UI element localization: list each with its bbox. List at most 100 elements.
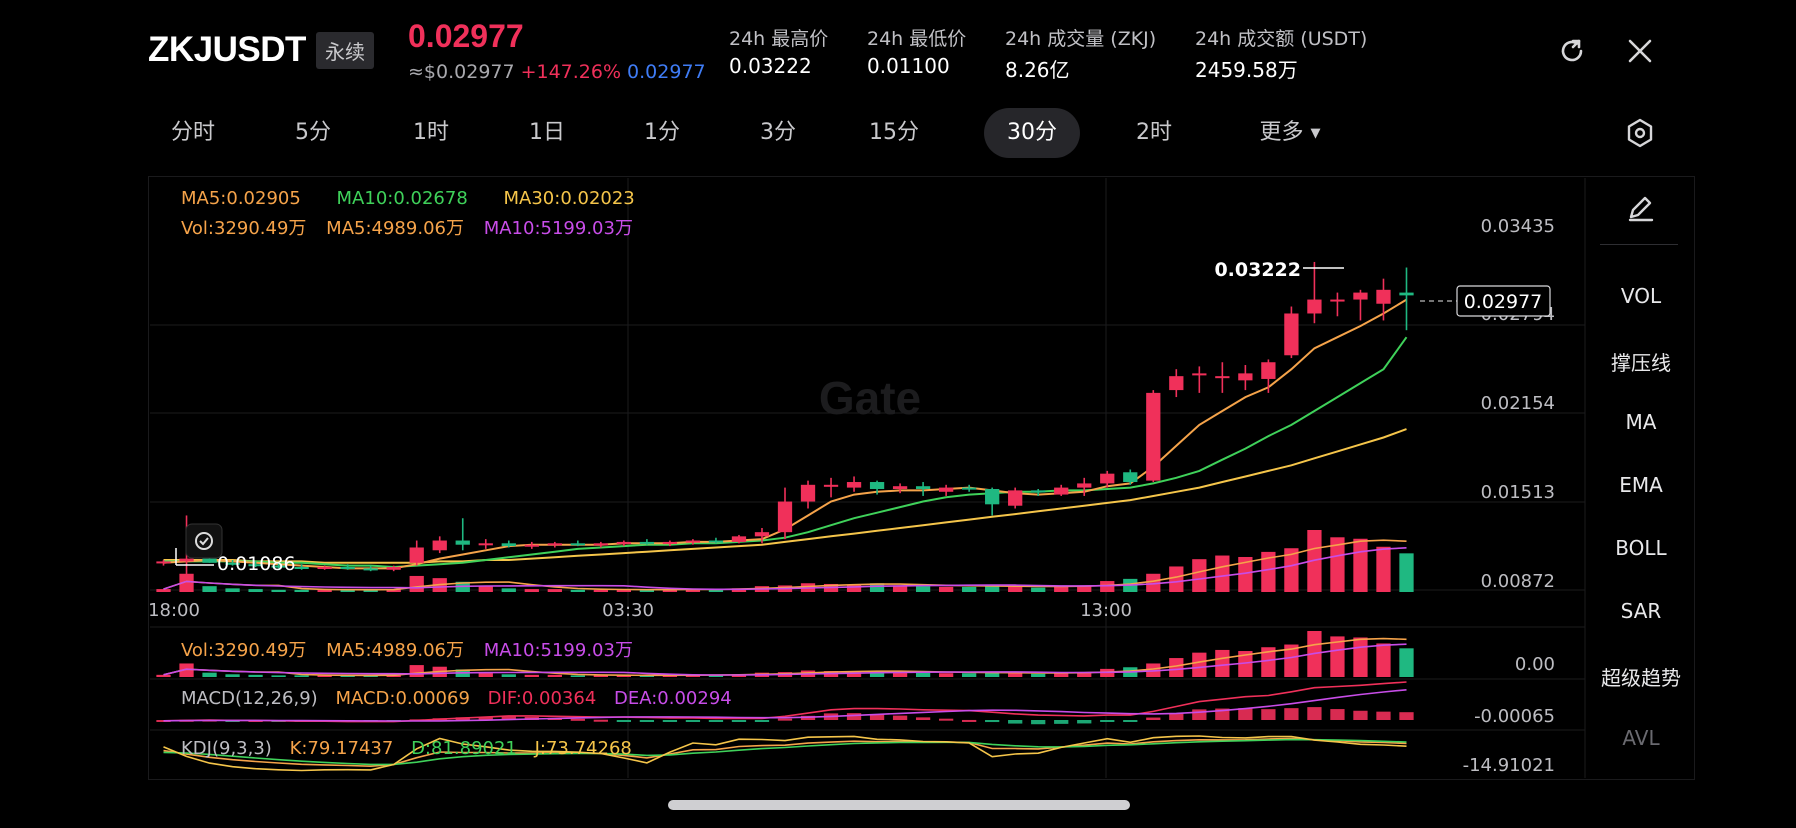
candle-body	[524, 544, 539, 547]
volume-bar-sub	[524, 674, 539, 677]
volume-bar-sub	[294, 675, 309, 677]
close-icon[interactable]	[1623, 34, 1657, 68]
tab-30m[interactable]: 30分	[984, 108, 1080, 158]
volume-bar	[1031, 587, 1046, 592]
vol-axis-label: 0.00	[1515, 654, 1555, 675]
macd-histogram-bar	[478, 716, 493, 720]
volume-bar	[938, 586, 954, 592]
stat-low-label: 24h 最低价	[867, 28, 967, 50]
candle-body	[340, 566, 355, 569]
tab-more-label: 更多	[1259, 120, 1304, 145]
volume-bar	[1376, 546, 1391, 592]
draw-tool-button[interactable]	[1595, 193, 1687, 228]
symbol-title[interactable]: ZKJUSDT	[148, 30, 306, 69]
volume-bar	[685, 589, 701, 592]
vol-ma5-line	[163, 539, 1407, 591]
volume-bar	[409, 575, 424, 592]
indicator-ema[interactable]: EMA	[1619, 473, 1663, 497]
macd-dea: DEA:0.00294	[614, 688, 732, 709]
stat-turnover-label: 24h 成交额 (USDT)	[1195, 28, 1368, 50]
candle-body	[777, 501, 793, 533]
macd-histogram-bar	[1307, 707, 1322, 720]
kdj-d: D:81.89021	[411, 738, 517, 759]
chart-toggle-icon[interactable]	[185, 523, 223, 559]
stat-high-label: 24h 最高价	[729, 28, 829, 50]
tab-15m[interactable]: 15分	[869, 120, 919, 145]
indicator-vol[interactable]: VOL	[1620, 284, 1662, 308]
tab-1d[interactable]: 1日	[529, 120, 565, 145]
vol-panel-legend: Vol:3290.49万 MA5:4989.06万 MA10:5199.03万	[181, 636, 633, 662]
volume-bar	[386, 589, 401, 592]
volume-bar	[1054, 586, 1069, 592]
usd-price: ≈$0.02977	[408, 61, 515, 83]
macd-histogram-bar	[1100, 720, 1115, 722]
candle-body	[1054, 487, 1069, 495]
volume-bar-sub	[202, 672, 217, 677]
candle-body	[156, 561, 171, 564]
volume-bar	[593, 589, 608, 592]
tab-1h[interactable]: 1时	[413, 120, 449, 145]
change-percent: +147.26%	[520, 61, 622, 83]
volume-bar	[1077, 585, 1092, 592]
vol-panel-vol: Vol:3290.49万	[181, 640, 307, 661]
volume-bar-sub	[271, 675, 286, 677]
indicator-sar[interactable]: SAR	[1620, 599, 1662, 623]
volume-bar-sub	[593, 675, 608, 677]
candle-body	[1008, 490, 1023, 506]
stat-volume-label: 24h 成交量 (ZKJ)	[1005, 28, 1157, 50]
volume-bar	[1353, 538, 1368, 592]
candle-body	[892, 486, 908, 489]
price-tick-5: 0.00872	[1481, 571, 1555, 592]
macd-histogram-bar	[1399, 712, 1414, 720]
indicator-avl[interactable]: AVL	[1622, 726, 1660, 750]
vol-legend-main: Vol:3290.49万 MA5:4989.06万 MA10:5199.03万	[181, 214, 633, 240]
macd-histogram-bar	[777, 718, 793, 721]
settings-hexagon-icon[interactable]	[1612, 108, 1668, 158]
tab-more[interactable]: 更多 ▼	[1240, 108, 1340, 158]
volume-bar-sub	[179, 663, 194, 677]
volume-bar-sub	[1353, 637, 1368, 677]
candle-body	[1399, 292, 1414, 296]
low-price-label: 0.01086	[217, 553, 296, 575]
vol-panel-ma10: MA10:5199.03万	[483, 640, 633, 661]
price-subline: ≈$0.02977 +147.26% 0.02977	[408, 61, 706, 83]
macd-histogram-bar	[685, 720, 701, 722]
candle-body	[731, 536, 747, 542]
macd-histogram-bar	[1330, 709, 1345, 720]
macd-histogram-bar	[1376, 711, 1391, 720]
indicator-supertrend[interactable]: 超级趋势	[1601, 666, 1681, 690]
volume-bar	[869, 583, 885, 592]
tab-2h[interactable]: 2时	[1136, 120, 1172, 145]
candle-body	[225, 562, 240, 565]
indicator-boll[interactable]: BOLL	[1615, 536, 1667, 560]
vol-sub-ma10-line	[163, 643, 1407, 676]
candle-body	[1330, 299, 1345, 302]
volume-bar	[892, 585, 908, 592]
tab-fenshi[interactable]: 分时	[170, 120, 215, 145]
volume-bar	[962, 586, 977, 592]
volume-bar-sub	[1192, 652, 1207, 677]
volume-bar	[524, 589, 539, 592]
volume-bar	[179, 573, 194, 592]
volume-bar-sub	[985, 671, 1000, 677]
candle-body	[616, 541, 632, 544]
tab-1m[interactable]: 1分	[644, 120, 680, 145]
tab-3m[interactable]: 3分	[760, 120, 796, 145]
high-price-label: 0.03222	[1214, 259, 1301, 281]
macd-histogram-bar	[1077, 720, 1092, 724]
volume-bar	[1261, 551, 1276, 592]
refresh-icon[interactable]	[1555, 34, 1589, 68]
volume-bar	[616, 589, 632, 592]
tab-5m[interactable]: 5分	[295, 120, 331, 145]
macd-histogram-bar	[1169, 713, 1184, 720]
volume-bar	[915, 586, 931, 592]
mark-price: 0.02977	[627, 61, 706, 83]
macd-name: MACD(12,26,9)	[181, 688, 318, 709]
interval-tabs: 分时 5分 1时 1日 1分 3分 15分 30分 2时 更多 ▼	[150, 108, 1653, 162]
indicator-ma[interactable]: MA	[1625, 410, 1657, 434]
volume-bar-sub	[616, 675, 632, 677]
indicator-support-resistance[interactable]: 撑压线	[1611, 351, 1671, 375]
volume-bar	[202, 586, 217, 592]
volume-bar-sub	[1008, 672, 1023, 677]
